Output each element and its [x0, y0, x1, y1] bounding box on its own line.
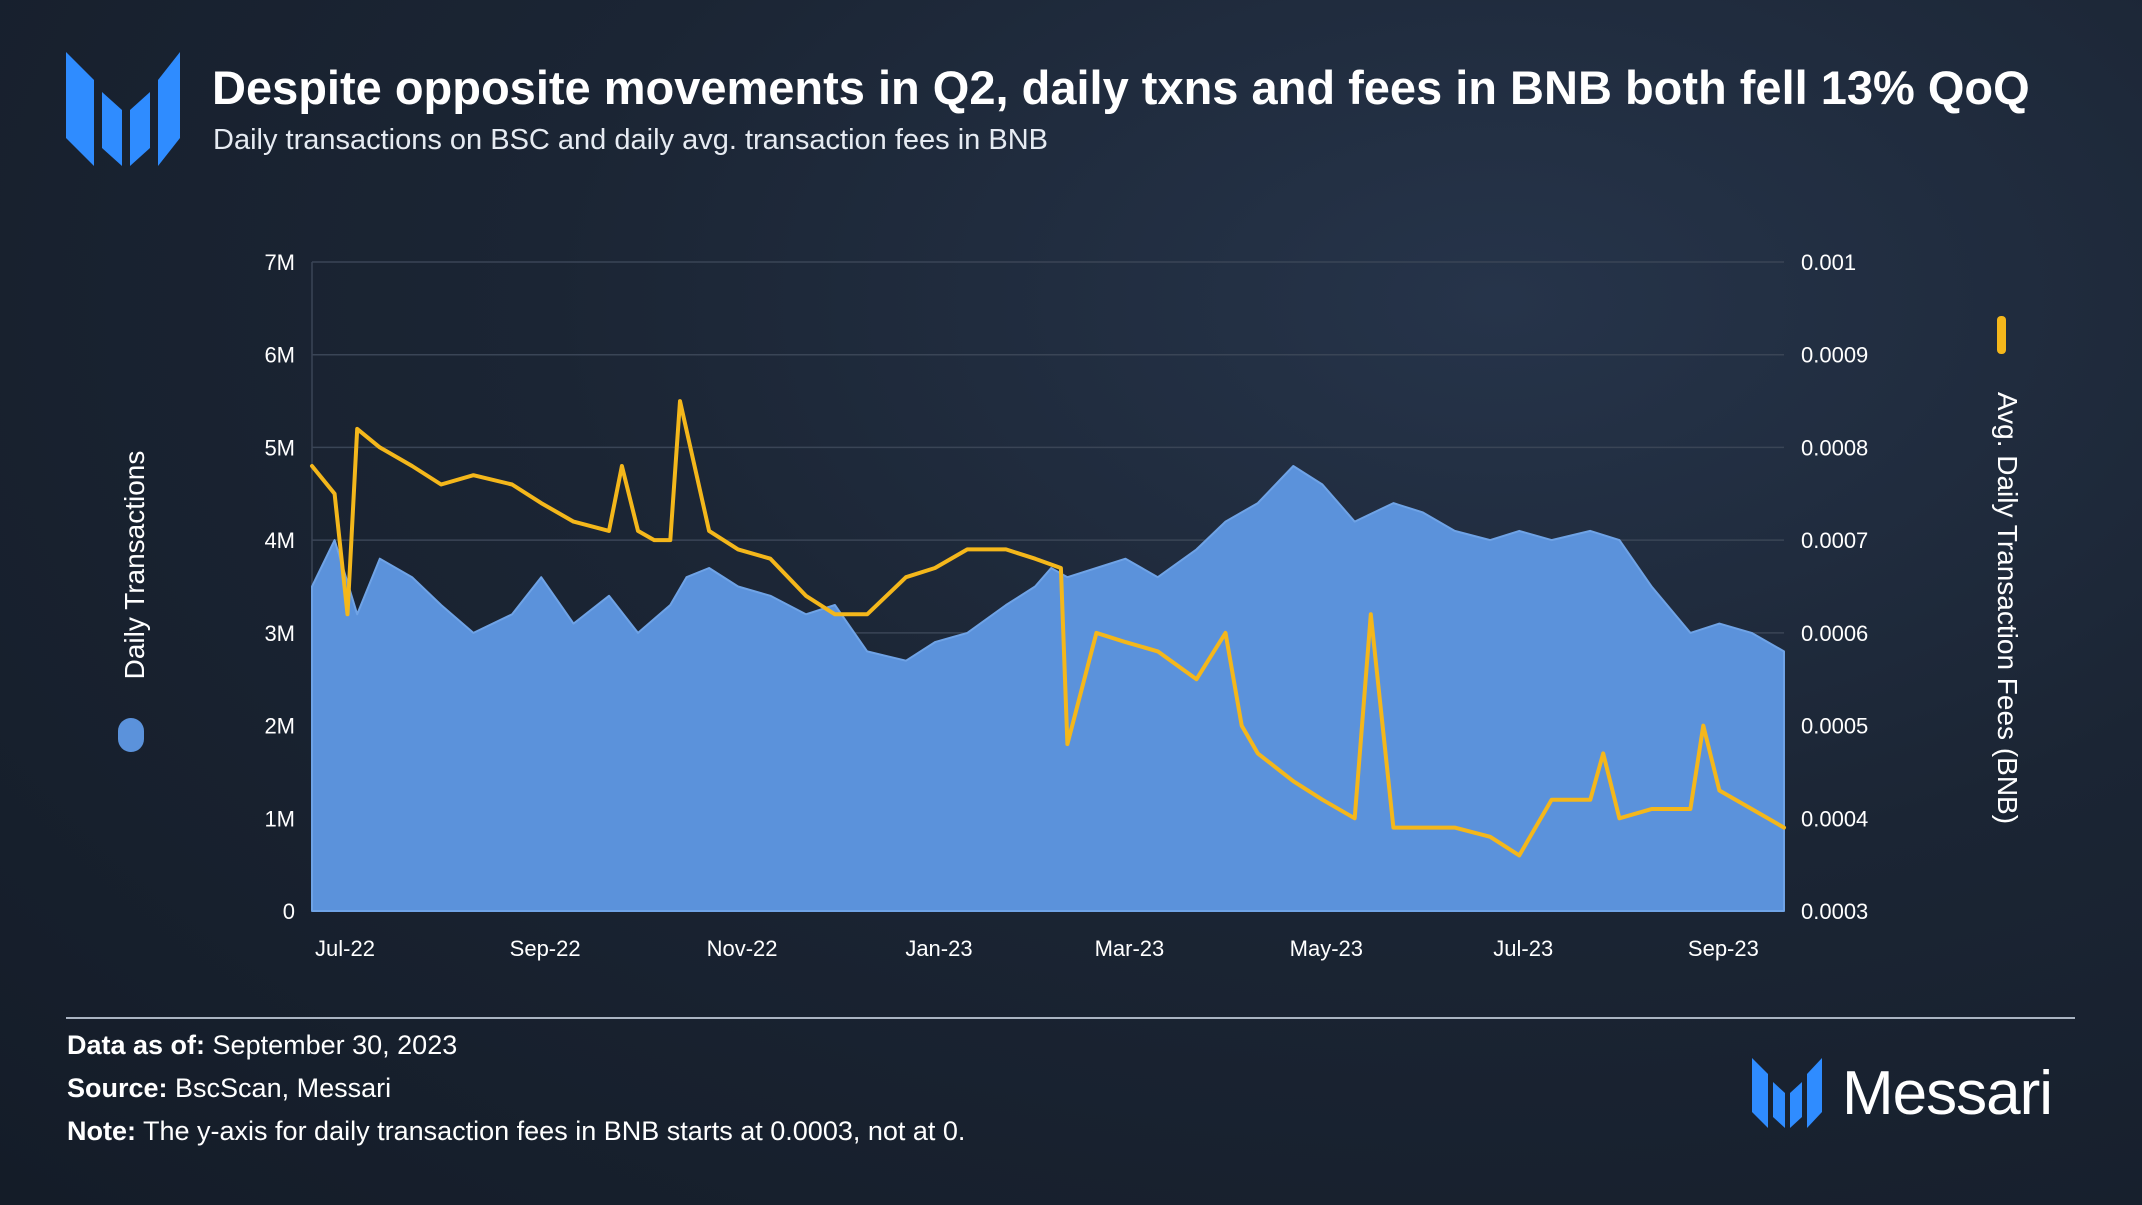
source-label: Source:: [67, 1073, 168, 1103]
data-as-of-label: Data as of:: [67, 1030, 206, 1060]
messari-logo-icon: [1752, 1058, 1822, 1128]
y-left-tick-label: 7M: [264, 250, 295, 275]
y-right-tick-label: 0.0004: [1801, 806, 1868, 831]
y-right-tick-label: 0.0003: [1801, 899, 1868, 924]
data-as-of: Data as of: September 30, 2023: [67, 1030, 457, 1061]
x-tick-label: Nov-22: [707, 936, 778, 961]
y-right-axis-title: Avg. Daily Transaction Fees (BNB): [1992, 392, 2023, 824]
messari-logo-icon: [66, 52, 180, 166]
x-tick-label: Jul-23: [1493, 936, 1553, 961]
x-tick-label: Jan-23: [905, 936, 972, 961]
page-subtitle: Daily transactions on BSC and daily avg.…: [213, 124, 1048, 156]
y-right-tick-label: 0.0009: [1801, 343, 1868, 368]
y-left-axis-title: Daily Transactions: [119, 451, 150, 680]
x-tick-label: Sep-22: [510, 936, 581, 961]
y-right-tick-label: 0.001: [1801, 250, 1856, 275]
source: Source: BscScan, Messari: [67, 1073, 391, 1104]
footer-divider: [66, 1017, 1076, 1019]
x-tick-label: Jul-22: [315, 936, 375, 961]
y-left-tick-label: 2M: [264, 714, 295, 739]
series-fees-line: [310, 399, 1786, 858]
x-tick-label: May-23: [1290, 936, 1363, 961]
footer-divider: [1076, 1017, 2075, 1019]
y-right-tick-label: 0.0008: [1801, 435, 1868, 460]
y-right-tick-label: 0.0007: [1801, 528, 1868, 553]
note-value: The y-axis for daily transaction fees in…: [136, 1116, 966, 1146]
y-left-tick-label: 4M: [264, 528, 295, 553]
series-transactions-area: [311, 465, 1785, 912]
y-left-tick-label: 1M: [264, 806, 295, 831]
note-label: Note:: [67, 1116, 136, 1146]
y-right-tick-label: 0.0006: [1801, 621, 1868, 646]
y-left-tick-label: 0: [283, 899, 295, 924]
page-title: Despite opposite movements in Q2, daily …: [212, 61, 2030, 114]
y-left-tick-label: 6M: [264, 343, 295, 368]
y-right-tick-label: 0.0005: [1801, 714, 1868, 739]
y-left-tick-label: 3M: [264, 621, 295, 646]
legend-fees-swatch: [1997, 316, 2006, 354]
legend-transactions-swatch: [118, 718, 144, 752]
data-as-of-value: September 30, 2023: [205, 1030, 458, 1060]
chart: 0 1M 2M 3M 4M 5M 6M 7M 0.0003 0.0004 0.0005 0.0006 0…: [118, 250, 2023, 961]
source-value: BscScan, Messari: [167, 1073, 392, 1103]
x-tick-label: Sep-23: [1688, 936, 1759, 961]
note: Note: The y-axis for daily transaction f…: [67, 1116, 965, 1147]
y-left-tick-label: 5M: [264, 435, 295, 460]
x-tick-label: Mar-23: [1095, 936, 1165, 961]
brand-name: Messari: [1842, 1059, 2053, 1128]
